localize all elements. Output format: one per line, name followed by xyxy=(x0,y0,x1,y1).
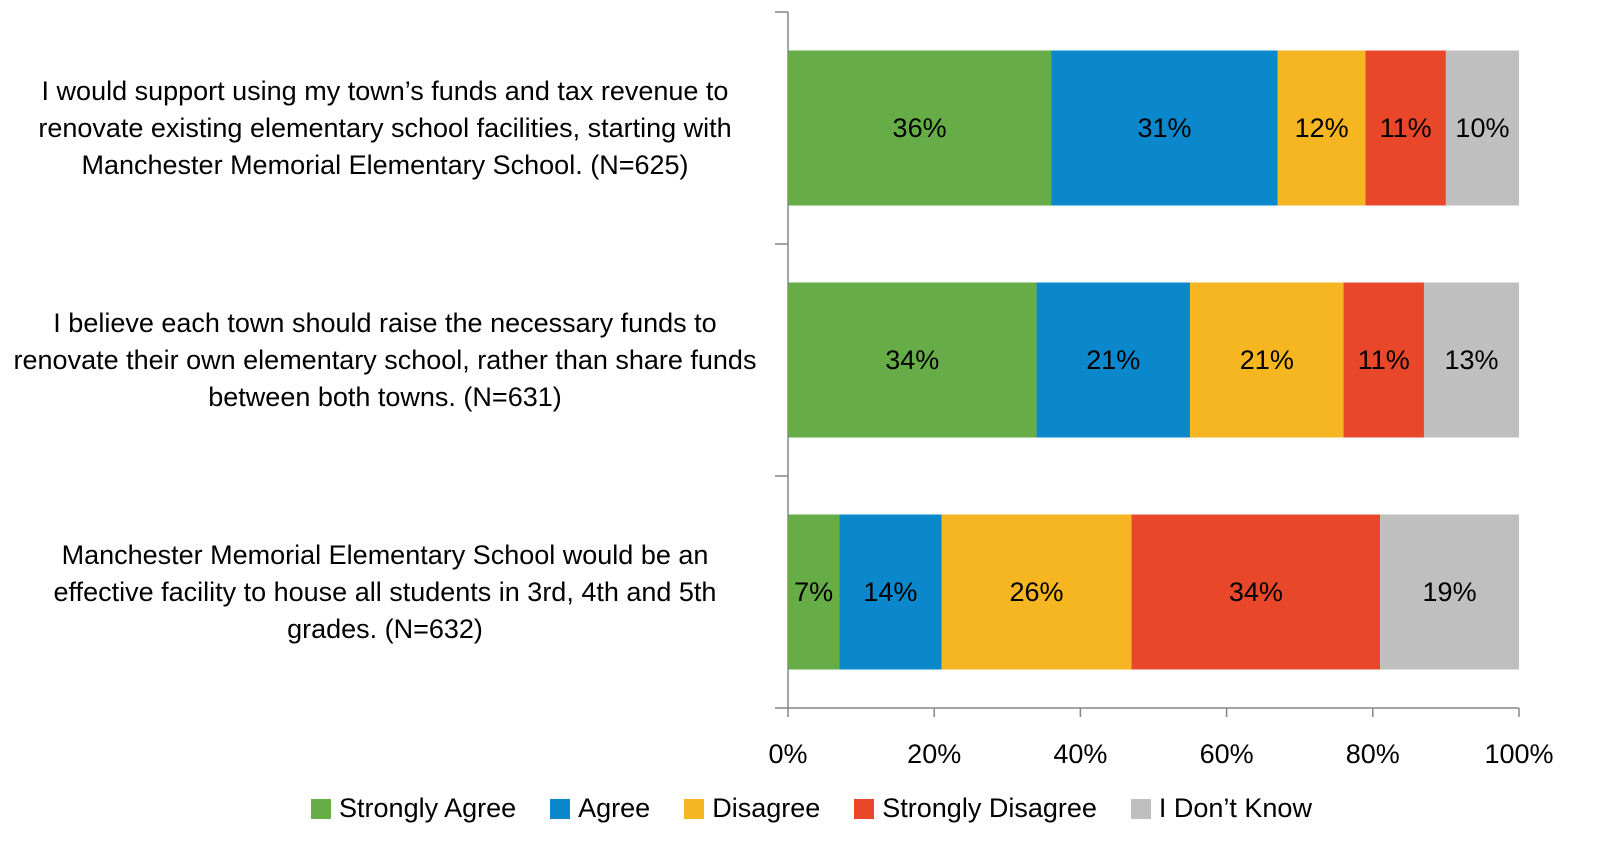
value-label: 11% xyxy=(1358,345,1410,375)
bar-segment xyxy=(941,514,1132,670)
bar-segment xyxy=(1277,50,1366,206)
value-label: 7% xyxy=(794,577,833,607)
category-label: I believe each town should raise the nec… xyxy=(13,307,757,412)
category-label: Manchester Memorial Elementary School wo… xyxy=(53,539,717,644)
x-tick-label: 80% xyxy=(1346,739,1400,769)
bar-segment xyxy=(1051,50,1278,206)
value-label: 34% xyxy=(1229,577,1283,607)
legend-swatch xyxy=(550,798,571,819)
legend-item: Strongly Agree xyxy=(311,793,516,824)
bar-segment xyxy=(1036,282,1191,438)
value-label: 10% xyxy=(1455,113,1509,143)
legend-label: Strongly Disagree xyxy=(882,793,1097,823)
legend-label: Strongly Agree xyxy=(339,793,517,823)
legend: Strongly Agree Agree Disagree Strongly Disa… xyxy=(0,793,1623,824)
x-tick-label: 100% xyxy=(1484,739,1553,769)
value-label: 21% xyxy=(1240,345,1294,375)
legend-swatch xyxy=(311,798,332,819)
bar-segment xyxy=(1423,282,1519,438)
bar-segment xyxy=(788,514,840,670)
legend-item: Strongly Disagree xyxy=(854,793,1097,824)
value-label: 11% xyxy=(1380,113,1432,143)
bar-segment xyxy=(788,282,1037,438)
bar-segment xyxy=(1445,50,1519,206)
legend-swatch xyxy=(684,798,705,819)
legend-item: I Don’t Know xyxy=(1130,793,1312,824)
legend-swatch xyxy=(854,798,875,819)
legend-swatch xyxy=(1130,798,1151,819)
value-label: 26% xyxy=(1010,577,1064,607)
value-label: 14% xyxy=(863,577,917,607)
value-label: 31% xyxy=(1137,113,1191,143)
x-tick-label: 40% xyxy=(1053,739,1107,769)
legend-item: Agree xyxy=(550,793,650,824)
category-label: I would support using my town’s funds an… xyxy=(38,75,732,180)
value-label: 13% xyxy=(1444,345,1498,375)
legend-item: Disagree xyxy=(684,793,820,824)
bar-segment xyxy=(1131,514,1381,670)
x-tick-label: 20% xyxy=(907,739,961,769)
bar-segment xyxy=(788,50,1052,206)
value-label: 12% xyxy=(1295,113,1349,143)
value-label: 19% xyxy=(1423,577,1477,607)
x-tick-label: 60% xyxy=(1200,739,1254,769)
bar-segment xyxy=(1343,282,1424,438)
bar-segment xyxy=(1365,50,1446,206)
legend-label: Disagree xyxy=(712,793,821,823)
x-tick-label: 0% xyxy=(768,739,807,769)
value-label: 36% xyxy=(893,113,947,143)
bar-segment xyxy=(1190,282,1344,438)
value-label: 21% xyxy=(1086,345,1140,375)
bar-segment xyxy=(839,514,942,670)
bar-segment xyxy=(1380,514,1519,670)
legend-label: I Don’t Know xyxy=(1158,793,1312,823)
legend-label: Agree xyxy=(578,793,651,823)
value-label: 34% xyxy=(885,345,939,375)
